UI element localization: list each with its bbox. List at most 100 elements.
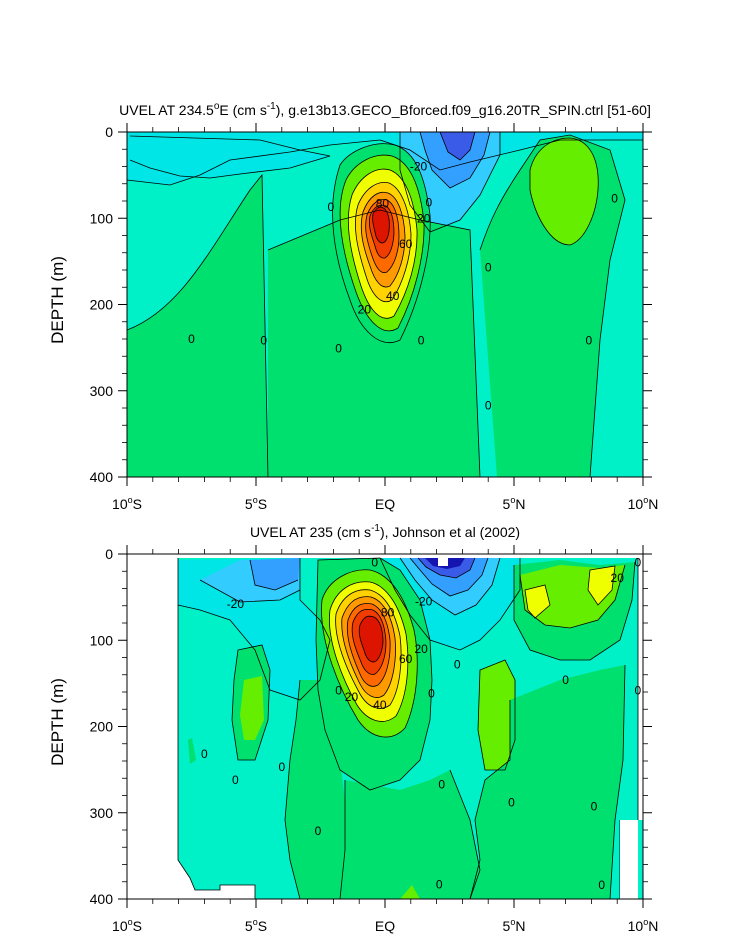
panel-bottom: UVEL AT 235 (cm s-1), Johnson et al (200… [48,523,658,934]
y-axis-label-bottom: DEPTH (m) [48,678,67,766]
no-data-gap [438,558,448,566]
x-tick-label: EQ [375,918,395,934]
contour-line [329,581,409,722]
data-edge-line [177,558,256,899]
contour-line [409,557,489,597]
contour-label: 0 [591,800,598,814]
contour-label: 0 [278,760,285,774]
y-tick-label: 400 [90,469,114,485]
contour-line [315,557,433,791]
contour-line [199,579,301,603]
x-tick-label: 5oN [503,917,526,934]
contour-line [524,584,551,619]
x-tick-label: 10oN [628,917,659,934]
contour-line [341,596,396,698]
contour-line [449,769,481,899]
contour-field-top [127,132,643,477]
contour-label: -20 [410,160,428,174]
contour-label: 20 [358,303,372,317]
fill-level-10-20-bottom [400,885,420,899]
contour-label: 0 [598,878,605,892]
fill-level-0-10-small [188,738,196,764]
contour-line [365,199,400,274]
contour-label: 0 [260,334,267,348]
contour-line [419,132,491,189]
x-tick-label: 5oN [503,495,526,512]
contour-line [335,589,402,709]
contour-line [346,603,391,687]
contour-lines-top [127,132,643,477]
contour-label: 0 [232,773,239,787]
contour-label: -20 [227,597,245,611]
contour-line [177,558,331,701]
contour-line [355,181,412,302]
contour-line [358,615,384,663]
contour-line [127,139,643,186]
contour-line [249,559,299,591]
contour-line [587,565,616,606]
contour-label: 80 [376,197,390,211]
y-tick-label: 400 [90,891,114,907]
x-tick-label: 10oS [112,495,142,512]
x-tick-label: 5oS [245,495,267,512]
contour-label: 40 [373,698,387,712]
x-tick-label: 5oS [245,917,267,934]
contour-line [127,173,269,477]
fill-level-0-10-deep-left [285,680,350,899]
fill-level-neg30 [250,558,300,590]
contour-label: -20 [415,594,433,608]
contour-label: 0 [371,556,378,570]
fill-level-80 [372,207,390,243]
contour-label: 0 [188,332,195,346]
contour-label: 0 [428,687,435,701]
fill-level-0-10-lower-left [127,175,268,477]
contour-label: 0 [634,556,641,570]
y-tick-label: 200 [90,719,114,735]
contour-line [417,557,476,579]
fill-level-80 [359,616,383,662]
contour-label: 0 [454,657,461,671]
fill-level-neg30 [420,132,490,188]
contour-line [339,154,425,332]
chart-title-bottom: UVEL AT 235 (cm s-1), Johnson et al (200… [250,523,520,540]
contour-lines-bottom [177,557,636,899]
contour-label: 0 [634,683,641,697]
contour-label: 0 [201,747,208,761]
x-tick-label: 10oS [112,917,142,934]
y-tick-label: 100 [90,210,114,226]
chart-title-top: UVEL AT 234.5oE (cm s-1), g.e13b13.GECO_… [119,101,651,118]
contour-field-bottom [127,554,643,899]
contour-line [332,143,431,343]
contour-label: 40 [386,289,400,303]
contour-label: 80 [381,606,395,620]
contour-label: 20 [345,690,359,704]
contour-label: 0 [611,191,618,205]
contour-line [321,569,418,738]
contour-label: 0 [508,795,515,809]
contour-line [513,561,636,661]
contour-label: 0 [418,334,425,348]
contour-line [439,132,476,161]
fill-level-0-10-lower-mid [268,210,480,477]
fill-level-10-20-right [530,138,599,245]
contour-line [351,608,387,675]
contour-line [379,557,521,651]
fill-level-20-right-a [525,585,550,618]
contour-label: 0 [327,200,334,214]
fill-level-neg40 [440,132,475,160]
contour-line [267,209,481,477]
contour-label: 0 [485,260,492,274]
contour-label: 0 [485,398,492,412]
y-tick-label: 300 [90,383,114,399]
y-axis-label-top: DEPTH (m) [48,256,67,344]
contour-label: 20 [611,571,625,585]
contour-line [368,204,395,259]
contour-label: 0 [585,334,592,348]
y-tick-label: 300 [90,805,114,821]
contour-label: 20 [414,642,428,656]
